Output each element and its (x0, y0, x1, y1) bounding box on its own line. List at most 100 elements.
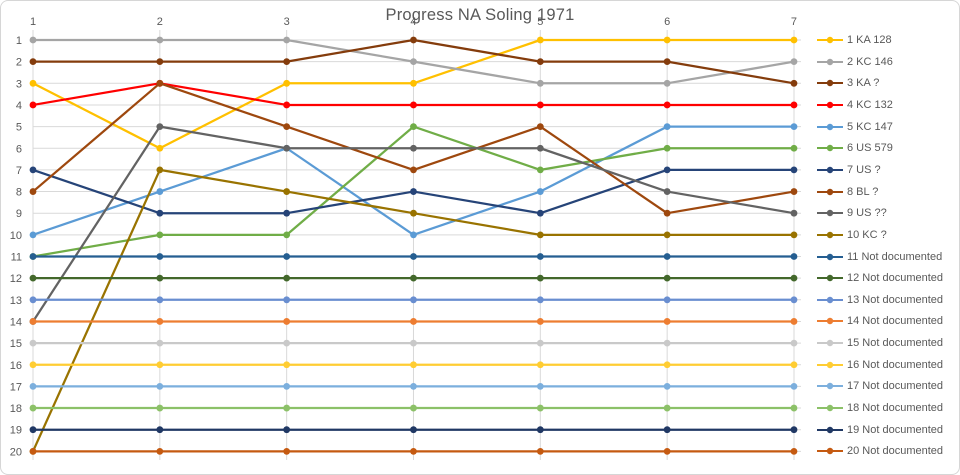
data-point-s1-x1 (29, 79, 37, 87)
data-point-s2-x3 (283, 36, 291, 44)
data-point-s4-x1 (29, 101, 37, 109)
x-tick-label: 7 (791, 16, 797, 28)
data-point-s3-x4 (410, 36, 417, 44)
data-point-s5-x6 (663, 123, 671, 130)
data-point-s10-x4 (410, 209, 417, 217)
data-point-s8-x7 (790, 188, 798, 195)
legend-label: 8 BL ? (847, 185, 879, 198)
legend-item-9[interactable]: 9 US ?? (817, 204, 887, 222)
legend-item-18[interactable]: 18 Not documented (817, 399, 943, 417)
legend-item-14[interactable]: 14 Not documented (817, 312, 943, 330)
data-point-s6-x2 (156, 231, 164, 239)
data-point-s16-x6 (663, 361, 671, 369)
legend-item-13[interactable]: 13 Not documented (817, 291, 943, 309)
data-point-s11-x4 (410, 253, 417, 260)
legend-item-4[interactable]: 4 KC 132 (817, 96, 893, 114)
legend-item-17[interactable]: 17 Not documented (817, 377, 943, 395)
data-point-s11-x6 (663, 253, 671, 260)
data-point-s16-x2 (156, 361, 164, 369)
data-point-s13-x4 (410, 296, 417, 304)
legend-item-3[interactable]: 3 KA ? (817, 74, 879, 92)
data-point-s20-x7 (790, 447, 798, 455)
legend-marker-icon (817, 101, 843, 109)
x-tick-label: 4 (410, 16, 416, 28)
legend-label: 14 Not documented (847, 315, 944, 328)
data-point-s15-x1 (29, 339, 37, 347)
data-point-s4-x3 (283, 101, 291, 109)
legend-item-16[interactable]: 16 Not documented (817, 356, 943, 374)
data-point-s12-x2 (156, 274, 164, 282)
y-tick-label: 18 (10, 403, 22, 415)
legend-marker-icon (817, 426, 843, 433)
data-point-s11-x3 (283, 253, 291, 260)
legend-marker-icon (817, 361, 843, 368)
data-point-s13-x5 (536, 296, 544, 304)
legend-label: 2 KC 146 (847, 55, 893, 68)
legend-item-1[interactable]: 1 KA 128 (817, 31, 892, 49)
data-point-s6-x4 (410, 123, 417, 130)
data-point-s10-x6 (663, 231, 671, 239)
data-point-s1-x6 (663, 36, 671, 44)
data-point-s2-x1 (29, 36, 37, 44)
data-point-s3-x3 (283, 58, 291, 66)
data-point-s10-x2 (156, 166, 164, 174)
data-point-s11-x1 (29, 253, 37, 260)
legend-item-12[interactable]: 12 Not documented (817, 269, 943, 287)
y-tick-label: 17 (10, 381, 22, 393)
data-point-s3-x5 (536, 58, 544, 66)
y-tick-label: 12 (10, 273, 22, 285)
legend-label: 3 KA ? (847, 77, 880, 90)
legend-label: 6 US 579 (847, 142, 893, 155)
data-point-s18-x2 (156, 404, 164, 412)
data-point-s5-x4 (410, 231, 417, 239)
y-tick-label: 20 (10, 446, 22, 458)
data-point-s7-x4 (410, 188, 417, 195)
data-point-s4-x7 (790, 101, 798, 109)
data-point-s14-x2 (156, 318, 164, 325)
data-point-s5-x1 (29, 231, 37, 239)
data-point-s8-x2 (156, 79, 164, 87)
legend-item-5[interactable]: 5 KC 147 (817, 118, 893, 136)
data-point-s9-x6 (663, 188, 671, 195)
y-tick-label: 2 (16, 57, 22, 69)
data-point-s7-x3 (283, 209, 291, 217)
data-point-s17-x1 (29, 383, 37, 390)
legend-item-11[interactable]: 11 Not documented (817, 248, 942, 266)
data-point-s3-x6 (663, 58, 671, 66)
legend-item-10[interactable]: 10 KC ? (817, 226, 887, 244)
data-point-s11-x7 (790, 253, 798, 260)
data-point-s10-x3 (283, 188, 291, 195)
data-point-s2-x5 (536, 79, 544, 87)
legend-item-15[interactable]: 15 Not documented (817, 334, 943, 352)
y-tick-label: 16 (10, 360, 22, 372)
legend-item-20[interactable]: 20 Not documented (817, 442, 943, 460)
legend-marker-icon (817, 318, 843, 325)
data-point-s15-x7 (790, 339, 798, 347)
x-tick-label: 2 (157, 16, 163, 28)
legend-item-6[interactable]: 6 US 579 (817, 139, 893, 157)
data-point-s9-x2 (156, 123, 164, 130)
legend-label: 9 US ?? (847, 207, 887, 220)
data-point-s18-x7 (790, 404, 798, 412)
data-point-s1-x5 (536, 36, 544, 44)
data-point-s7-x1 (29, 166, 37, 174)
data-point-s8-x5 (536, 123, 544, 130)
legend-label: 17 Not documented (847, 380, 944, 393)
legend-item-7[interactable]: 7 US ? (817, 161, 881, 179)
x-tick-label: 3 (284, 16, 290, 28)
legend-marker-icon (817, 145, 843, 152)
y-tick-label: 1 (16, 35, 22, 47)
data-point-s13-x6 (663, 296, 671, 304)
data-point-s20-x1 (29, 447, 37, 455)
data-point-s5-x7 (790, 123, 798, 130)
x-tick-label: 1 (30, 16, 36, 28)
legend-item-19[interactable]: 19 Not documented (817, 421, 943, 439)
data-point-s16-x5 (536, 361, 544, 369)
data-point-s18-x1 (29, 404, 37, 412)
y-tick-label: 8 (16, 187, 22, 199)
data-point-s5-x5 (536, 188, 544, 195)
data-point-s7-x5 (536, 209, 544, 217)
legend-item-8[interactable]: 8 BL ? (817, 183, 878, 201)
data-point-s8-x4 (410, 166, 417, 174)
legend-item-2[interactable]: 2 KC 146 (817, 53, 893, 71)
